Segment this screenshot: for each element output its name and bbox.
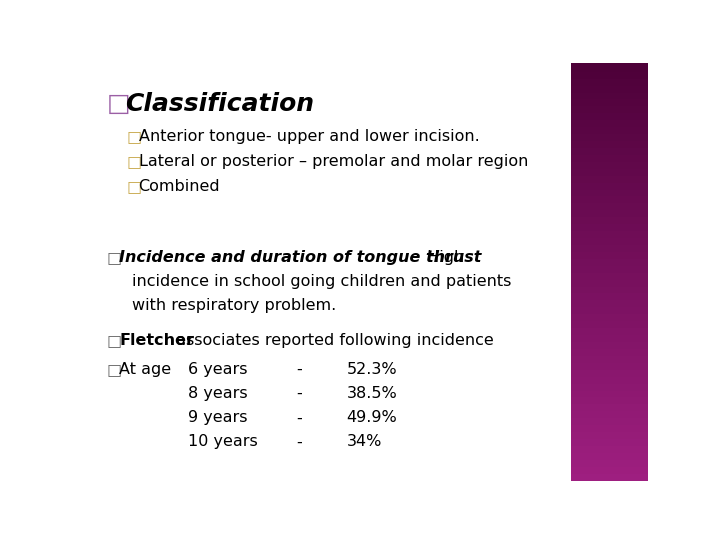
Text: 9 years: 9 years — [188, 410, 247, 426]
FancyBboxPatch shape — [571, 118, 648, 127]
FancyBboxPatch shape — [571, 243, 648, 252]
Text: with respiratory problem.: with respiratory problem. — [132, 298, 336, 313]
FancyBboxPatch shape — [571, 97, 648, 106]
FancyBboxPatch shape — [571, 333, 648, 342]
FancyBboxPatch shape — [571, 70, 648, 79]
FancyBboxPatch shape — [571, 208, 648, 217]
FancyBboxPatch shape — [571, 180, 648, 190]
Text: -: - — [297, 410, 302, 426]
Text: associates reported following incidence: associates reported following incidence — [171, 333, 494, 348]
Text: -: - — [297, 386, 302, 401]
FancyBboxPatch shape — [571, 354, 648, 363]
FancyBboxPatch shape — [571, 271, 648, 280]
FancyBboxPatch shape — [571, 187, 648, 197]
FancyBboxPatch shape — [571, 319, 648, 328]
FancyBboxPatch shape — [571, 416, 648, 425]
FancyBboxPatch shape — [571, 347, 648, 356]
FancyBboxPatch shape — [571, 201, 648, 210]
FancyBboxPatch shape — [571, 84, 648, 92]
Text: Fletcher: Fletcher — [119, 333, 194, 348]
Text: Lateral or posterior – premolar and molar region: Lateral or posterior – premolar and mola… — [138, 154, 528, 169]
Text: incidence in school going children and patients: incidence in school going children and p… — [132, 274, 511, 289]
FancyBboxPatch shape — [571, 63, 648, 72]
Text: Classification: Classification — [125, 92, 314, 116]
FancyBboxPatch shape — [571, 292, 648, 300]
FancyBboxPatch shape — [571, 340, 648, 349]
Text: -: - — [297, 362, 302, 377]
Text: □: □ — [107, 92, 130, 116]
FancyBboxPatch shape — [571, 278, 648, 287]
Text: □: □ — [107, 362, 122, 377]
FancyBboxPatch shape — [571, 236, 648, 245]
Text: 38.5%: 38.5% — [347, 386, 397, 401]
FancyBboxPatch shape — [571, 298, 648, 307]
FancyBboxPatch shape — [571, 167, 648, 176]
Text: Anterior tongue- upper and lower incision.: Anterior tongue- upper and lower incisio… — [138, 129, 480, 144]
FancyBboxPatch shape — [571, 173, 648, 183]
FancyBboxPatch shape — [571, 458, 648, 467]
Text: □: □ — [126, 179, 141, 194]
FancyBboxPatch shape — [571, 285, 648, 294]
FancyBboxPatch shape — [571, 125, 648, 134]
FancyBboxPatch shape — [571, 388, 648, 397]
FancyBboxPatch shape — [571, 444, 648, 453]
Text: 8 years: 8 years — [188, 386, 247, 401]
Text: -: - — [297, 435, 302, 449]
FancyBboxPatch shape — [571, 264, 648, 273]
FancyBboxPatch shape — [571, 250, 648, 259]
Text: □: □ — [107, 333, 122, 348]
FancyBboxPatch shape — [571, 326, 648, 335]
FancyBboxPatch shape — [571, 464, 648, 474]
Text: □: □ — [126, 154, 141, 169]
Text: 49.9%: 49.9% — [347, 410, 397, 426]
FancyBboxPatch shape — [571, 375, 648, 383]
FancyBboxPatch shape — [571, 229, 648, 238]
FancyBboxPatch shape — [571, 132, 648, 141]
FancyBboxPatch shape — [571, 451, 648, 460]
FancyBboxPatch shape — [571, 437, 648, 446]
Text: 10 years: 10 years — [188, 435, 258, 449]
FancyBboxPatch shape — [571, 305, 648, 314]
FancyBboxPatch shape — [571, 90, 648, 99]
Text: 6 years: 6 years — [188, 362, 247, 377]
FancyBboxPatch shape — [571, 104, 648, 113]
Text: Incidence and duration of tongue thrust: Incidence and duration of tongue thrust — [119, 250, 482, 265]
FancyBboxPatch shape — [571, 256, 648, 266]
FancyBboxPatch shape — [571, 111, 648, 120]
Text: 52.3%: 52.3% — [347, 362, 397, 377]
FancyBboxPatch shape — [571, 402, 648, 411]
FancyBboxPatch shape — [571, 312, 648, 321]
FancyBboxPatch shape — [571, 139, 648, 148]
Text: Combined: Combined — [138, 179, 220, 194]
Text: High: High — [422, 250, 464, 265]
Text: 34%: 34% — [347, 435, 382, 449]
FancyBboxPatch shape — [571, 222, 648, 231]
FancyBboxPatch shape — [571, 146, 648, 155]
FancyBboxPatch shape — [571, 160, 648, 168]
FancyBboxPatch shape — [571, 423, 648, 432]
FancyBboxPatch shape — [571, 471, 648, 481]
FancyBboxPatch shape — [571, 381, 648, 390]
Text: □: □ — [126, 129, 141, 144]
FancyBboxPatch shape — [571, 215, 648, 224]
FancyBboxPatch shape — [571, 430, 648, 439]
FancyBboxPatch shape — [571, 194, 648, 204]
FancyBboxPatch shape — [571, 395, 648, 404]
Text: At age: At age — [119, 362, 171, 377]
FancyBboxPatch shape — [571, 77, 648, 85]
FancyBboxPatch shape — [571, 361, 648, 370]
Text: □: □ — [107, 250, 122, 265]
FancyBboxPatch shape — [571, 368, 648, 377]
FancyBboxPatch shape — [571, 153, 648, 162]
FancyBboxPatch shape — [571, 409, 648, 418]
